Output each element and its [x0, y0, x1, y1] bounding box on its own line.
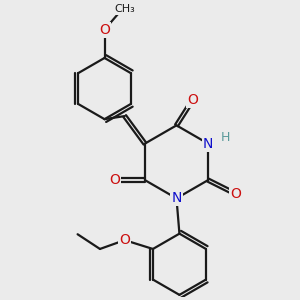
Text: O: O — [188, 92, 198, 106]
Text: CH₃: CH₃ — [115, 4, 136, 14]
Text: O: O — [119, 233, 130, 247]
Text: O: O — [109, 173, 120, 187]
Text: N: N — [171, 191, 182, 205]
Text: H: H — [221, 131, 230, 144]
Text: O: O — [230, 187, 241, 201]
Text: O: O — [99, 23, 110, 37]
Text: N: N — [203, 136, 213, 151]
